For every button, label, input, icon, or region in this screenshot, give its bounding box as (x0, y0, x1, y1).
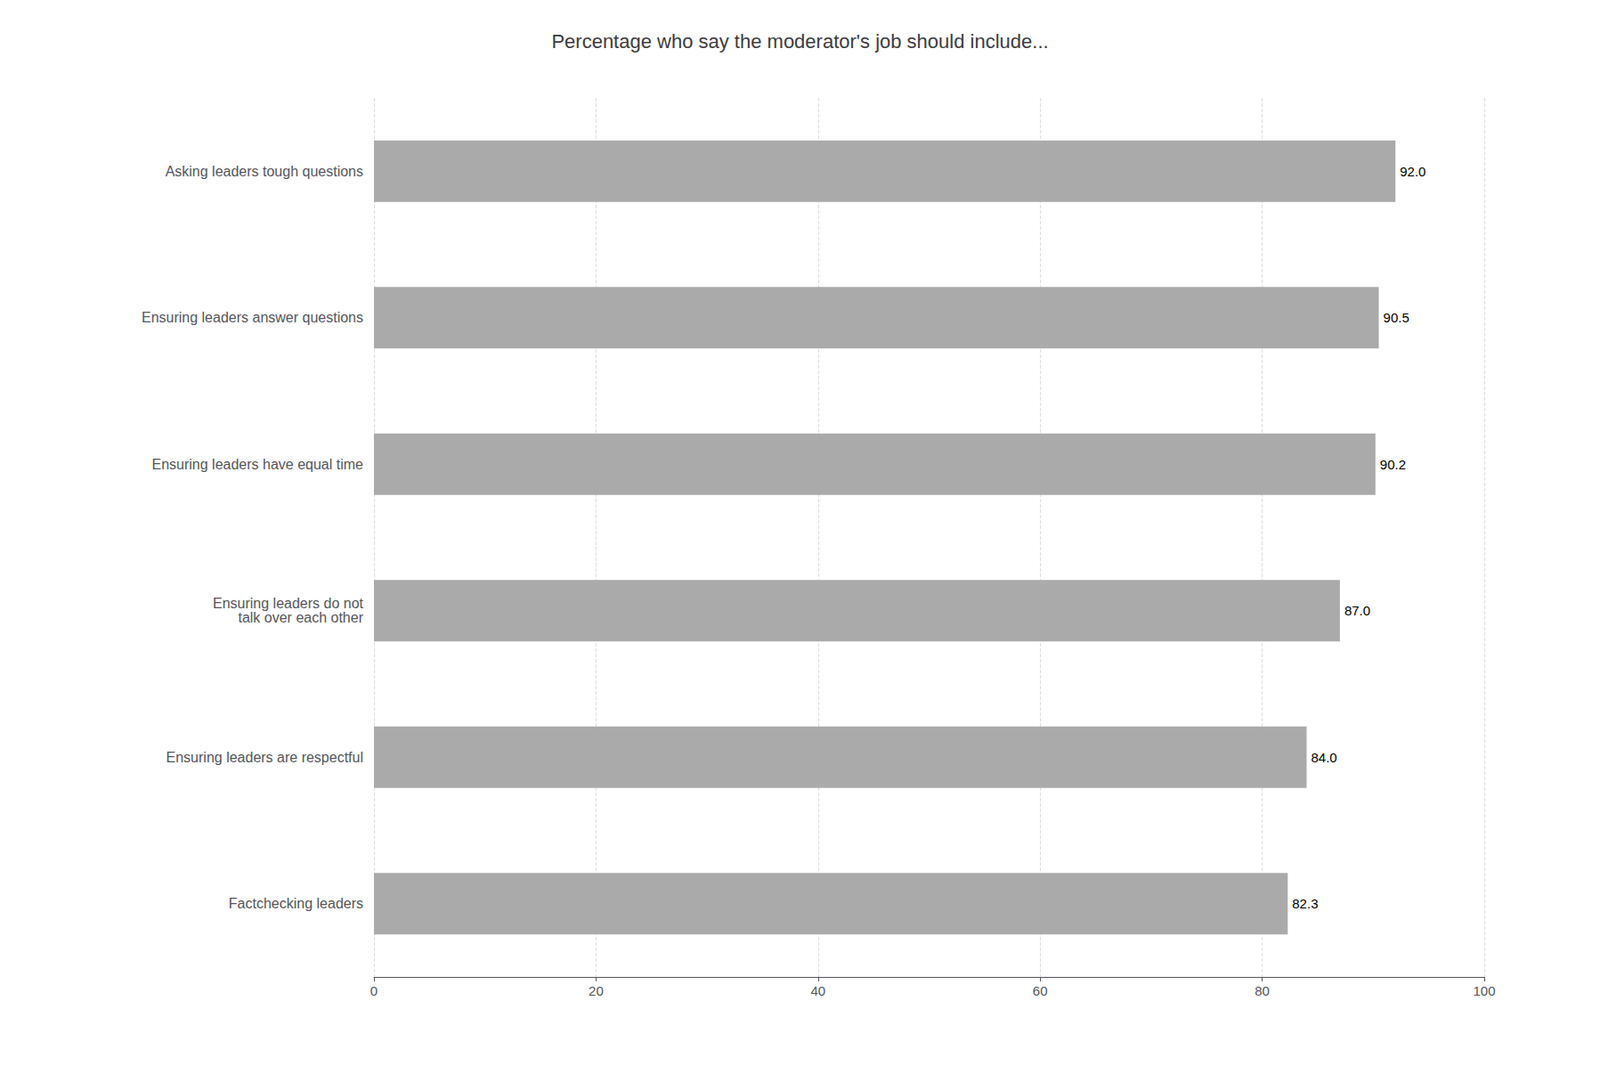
svg-text:Ensuring leaders are respectfu: Ensuring leaders are respectful (166, 749, 364, 765)
svg-text:92.0: 92.0 (1399, 163, 1426, 179)
svg-text:82.3: 82.3 (1291, 895, 1318, 911)
svg-text:100: 100 (1472, 982, 1495, 999)
svg-text:60: 60 (1032, 982, 1048, 999)
svg-text:Ensuring leaders have equal ti: Ensuring leaders have equal time (152, 456, 365, 472)
svg-text:80: 80 (1254, 982, 1270, 999)
svg-text:Percentage who say the moderat: Percentage who say the moderator's job s… (551, 30, 1048, 53)
svg-text:20: 20 (588, 982, 604, 999)
svg-text:87.0: 87.0 (1344, 602, 1371, 618)
svg-text:Factchecking leaders: Factchecking leaders (228, 895, 364, 911)
svg-text:0: 0 (370, 982, 378, 999)
svg-text:84.0: 84.0 (1310, 749, 1337, 765)
svg-text:Ensuring leaders do not: Ensuring leaders do not (212, 595, 365, 611)
svg-text:90.2: 90.2 (1380, 456, 1406, 472)
svg-text:Asking leaders tough questions: Asking leaders tough questions (165, 163, 364, 179)
svg-text:talk over each other: talk over each other (237, 609, 364, 626)
svg-text:Ensuring leaders answer questi: Ensuring leaders answer questions (141, 309, 364, 325)
svg-text:40: 40 (810, 982, 826, 999)
svg-text:90.5: 90.5 (1383, 309, 1410, 325)
